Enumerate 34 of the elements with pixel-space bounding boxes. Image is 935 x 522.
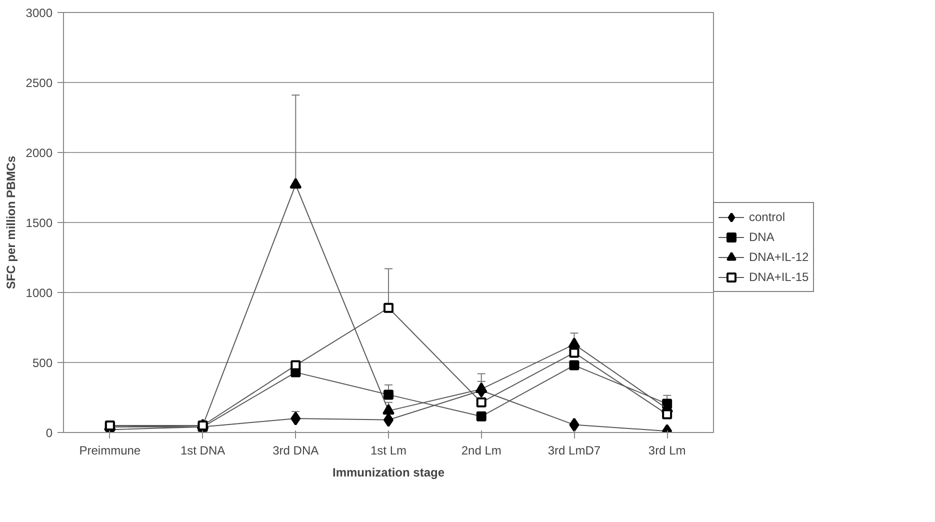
point bbox=[568, 338, 580, 348]
point bbox=[476, 397, 486, 408]
point bbox=[569, 360, 580, 370]
legend-label: control bbox=[749, 210, 786, 224]
point bbox=[662, 409, 672, 420]
point bbox=[384, 302, 394, 313]
x-axis-title: Immunization stage bbox=[332, 466, 445, 480]
point bbox=[569, 348, 580, 358]
x-tick-label: Preimmune bbox=[79, 444, 141, 458]
y-tick-label: 500 bbox=[32, 356, 53, 370]
y-axis-title: SFC per million PBMCs bbox=[4, 156, 18, 290]
point bbox=[290, 412, 301, 426]
point bbox=[384, 390, 394, 400]
legend-label: DNA+IL-15 bbox=[749, 270, 809, 284]
y-tick-label: 2500 bbox=[26, 76, 53, 90]
x-tick-label: 2nd Lm bbox=[461, 444, 502, 458]
y-tick-label: 2000 bbox=[26, 146, 53, 160]
x-tick-label: 1st Lm bbox=[370, 444, 407, 458]
point bbox=[476, 411, 486, 422]
x-tick-label: 3rd Lm bbox=[648, 444, 686, 458]
y-tick-label: 1500 bbox=[26, 216, 53, 230]
y-tick-label: 0 bbox=[46, 426, 53, 440]
x-tick-label: 3rd DNA bbox=[272, 444, 319, 458]
point bbox=[382, 404, 394, 415]
x-tick-label: 3rd LmD7 bbox=[548, 444, 601, 458]
y-tick-label: 1000 bbox=[26, 286, 53, 300]
legend-label: DNA+IL-12 bbox=[749, 250, 809, 264]
legend-label: DNA bbox=[749, 230, 774, 244]
x-tick-label: 1st DNA bbox=[180, 444, 226, 458]
point bbox=[290, 178, 302, 189]
y-tick-label: 3000 bbox=[26, 6, 53, 20]
point bbox=[569, 418, 580, 432]
point bbox=[475, 382, 488, 393]
point bbox=[290, 360, 301, 370]
